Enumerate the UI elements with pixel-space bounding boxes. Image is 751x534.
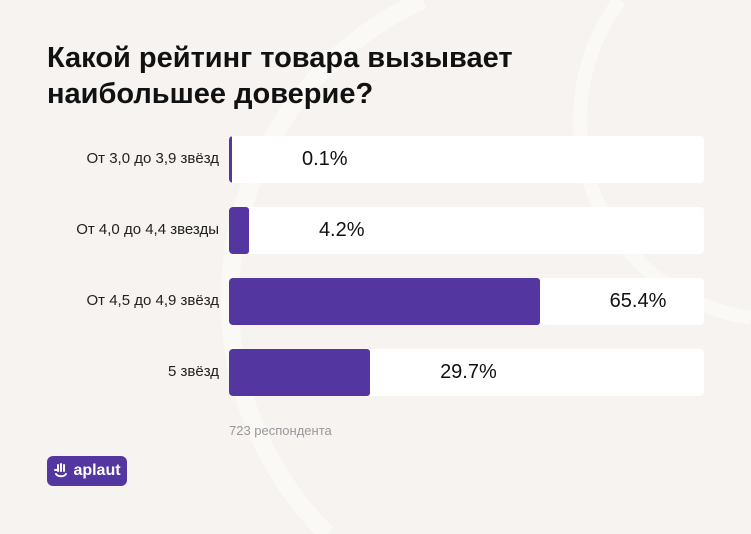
bar-track xyxy=(229,349,704,396)
value-label: 0.1% xyxy=(302,148,348,170)
category-label: От 3,0 до 3,9 звёзд xyxy=(86,150,220,167)
bar-track xyxy=(229,207,704,254)
value-label: 65.4% xyxy=(609,290,667,312)
bar xyxy=(229,136,232,183)
logo-text: aplaut xyxy=(73,462,121,479)
bar-track xyxy=(229,278,704,325)
chart-title: Какой рейтинг товара вызывает наибольшее… xyxy=(47,42,513,110)
bar xyxy=(229,207,249,254)
bar xyxy=(229,278,540,325)
bar-track xyxy=(229,136,704,183)
category-label: От 4,5 до 4,9 звёзд xyxy=(86,292,220,309)
category-label: От 4,0 до 4,4 звезды xyxy=(76,221,219,238)
respondents-note: 723 респондента xyxy=(229,423,332,438)
bar xyxy=(229,349,371,396)
value-label: 4.2% xyxy=(318,219,365,241)
value-label: 29.7% xyxy=(440,361,497,383)
category-label: 5 звёзд xyxy=(168,363,219,380)
hand-icon xyxy=(54,463,68,478)
aplaut-logo: aplaut xyxy=(47,456,127,486)
